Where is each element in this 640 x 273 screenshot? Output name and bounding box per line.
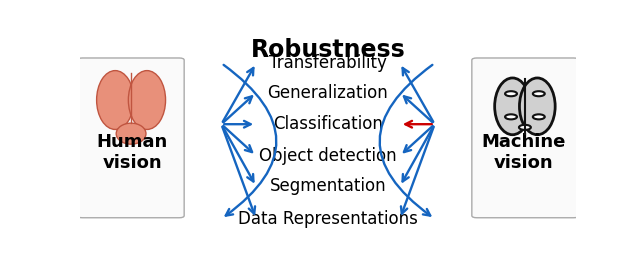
- Text: Machine
vision: Machine vision: [482, 133, 566, 172]
- Circle shape: [505, 114, 517, 119]
- Ellipse shape: [97, 71, 134, 129]
- Text: Data Representations: Data Representations: [238, 210, 418, 228]
- Text: Robustness: Robustness: [251, 38, 405, 62]
- Text: Generalization: Generalization: [268, 84, 388, 102]
- Text: Classification: Classification: [273, 115, 383, 133]
- Text: Human
vision: Human vision: [97, 133, 168, 172]
- Circle shape: [505, 91, 517, 96]
- Circle shape: [533, 91, 545, 96]
- Text: Transferability: Transferability: [269, 54, 387, 72]
- Circle shape: [533, 114, 545, 119]
- Ellipse shape: [520, 78, 555, 135]
- FancyBboxPatch shape: [77, 58, 184, 218]
- Ellipse shape: [129, 71, 166, 129]
- FancyBboxPatch shape: [472, 58, 579, 218]
- Text: Segmentation: Segmentation: [269, 177, 387, 195]
- Ellipse shape: [116, 123, 146, 144]
- Circle shape: [519, 125, 531, 130]
- Text: Object detection: Object detection: [259, 147, 397, 165]
- Ellipse shape: [495, 78, 531, 135]
